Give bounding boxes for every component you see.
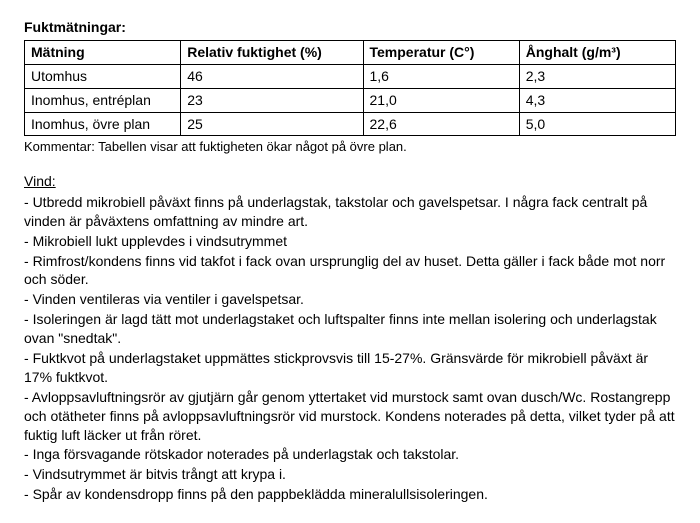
col-header: Temperatur (C°) [363, 40, 519, 64]
list-item: Spår av kondensdropp finns på den pappbe… [24, 485, 676, 504]
table-cell: Utomhus [25, 64, 181, 88]
list-item: Vindsutrymmet är bitvis trångt att krypa… [24, 465, 676, 484]
col-header: Ånghalt (g/m³) [519, 40, 675, 64]
moisture-table: Mätning Relativ fuktighet (%) Temperatur… [24, 40, 676, 137]
table-row: Inomhus, övre plan 25 22,6 5,0 [25, 112, 676, 136]
list-item: Isoleringen är lagd tätt mot underlagsta… [24, 310, 676, 348]
list-item: Inga försvagande rötskador noterades på … [24, 445, 676, 464]
attic-list: Utbredd mikrobiell påväxt finns på under… [24, 193, 676, 504]
attic-heading: Vind: [24, 172, 676, 191]
table-cell: 5,0 [519, 112, 675, 136]
list-item: Vinden ventileras via ventiler i gavelsp… [24, 290, 676, 309]
table-row: Utomhus 46 1,6 2,3 [25, 64, 676, 88]
table-cell: Inomhus, övre plan [25, 112, 181, 136]
list-item: Fuktkvot på underlagstaket uppmättes sti… [24, 349, 676, 387]
moisture-comment: Kommentar: Tabellen visar att fuktighete… [24, 138, 676, 156]
list-item: Utbredd mikrobiell påväxt finns på under… [24, 193, 676, 231]
table-cell: 21,0 [363, 88, 519, 112]
table-cell: 22,6 [363, 112, 519, 136]
col-header: Relativ fuktighet (%) [181, 40, 363, 64]
list-item: Mikrobiell lukt upplevdes i vindsutrymme… [24, 232, 676, 251]
list-item: Avloppsavluftningsrör av gjutjärn går ge… [24, 388, 676, 445]
table-cell: 23 [181, 88, 363, 112]
list-item: Rimfrost/kondens finns vid takfot i fack… [24, 252, 676, 290]
table-cell: 25 [181, 112, 363, 136]
table-cell: 4,3 [519, 88, 675, 112]
table-cell: Inomhus, entréplan [25, 88, 181, 112]
table-cell: 46 [181, 64, 363, 88]
moisture-title: Fuktmätningar: [24, 18, 676, 37]
table-row: Inomhus, entréplan 23 21,0 4,3 [25, 88, 676, 112]
table-header-row: Mätning Relativ fuktighet (%) Temperatur… [25, 40, 676, 64]
table-cell: 2,3 [519, 64, 675, 88]
col-header: Mätning [25, 40, 181, 64]
table-cell: 1,6 [363, 64, 519, 88]
